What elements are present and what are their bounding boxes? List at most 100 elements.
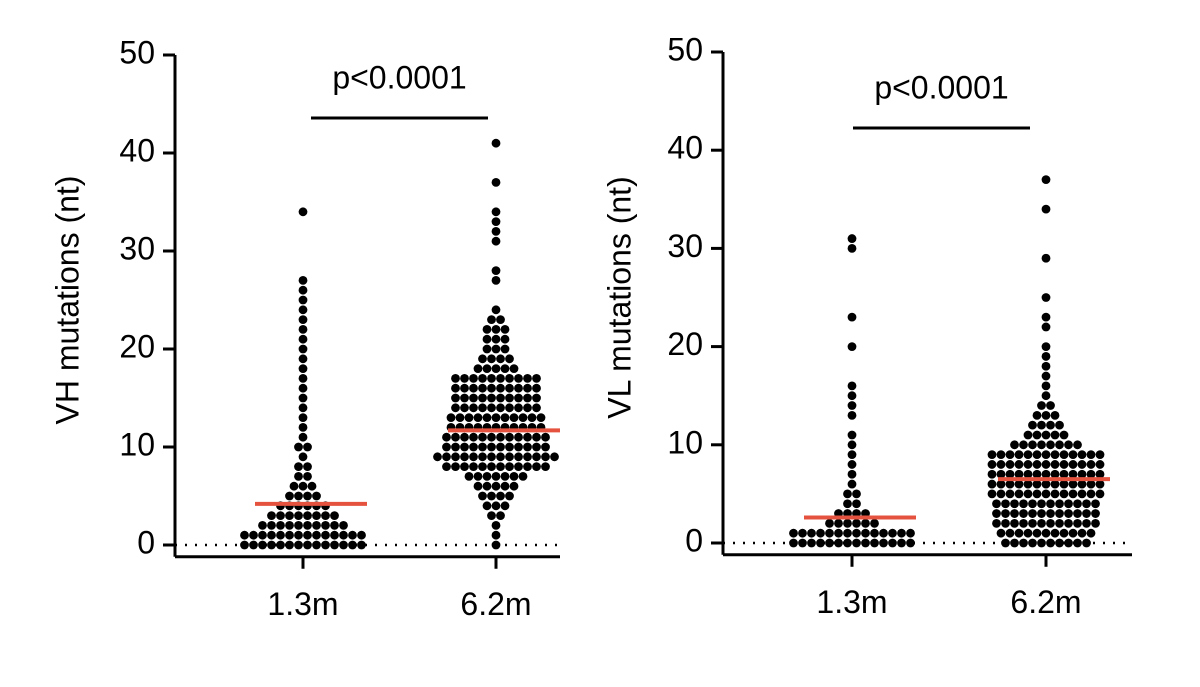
data-point [249, 540, 258, 550]
data-point [491, 364, 501, 373]
data-point [518, 413, 528, 422]
data-point [509, 481, 519, 491]
data-point [330, 540, 339, 550]
data-point [532, 432, 541, 442]
data-point [843, 528, 852, 538]
data-point [482, 334, 492, 344]
data-point [992, 518, 1001, 528]
data-point [523, 442, 532, 452]
data-point [1082, 499, 1091, 509]
data-point [303, 491, 312, 501]
data-point [500, 413, 510, 422]
data-point [1073, 518, 1082, 528]
data-point [1082, 538, 1091, 548]
data-point [496, 393, 505, 403]
data-point [1068, 528, 1078, 538]
data-point [451, 403, 460, 413]
data-point [294, 521, 303, 530]
data-point [1028, 499, 1037, 509]
data-point [487, 442, 496, 452]
data-point [469, 403, 478, 413]
data-point [1037, 509, 1046, 518]
data-point [491, 236, 501, 246]
data-point [1091, 509, 1100, 518]
data-point [825, 518, 834, 528]
data-point [478, 432, 487, 442]
data-point [987, 450, 997, 460]
data-point [258, 540, 267, 550]
data-point [1001, 499, 1010, 509]
data-point [1055, 440, 1064, 450]
data-point [294, 442, 303, 452]
data-point [1059, 489, 1069, 499]
data-point [500, 472, 510, 481]
data-point [807, 528, 816, 538]
data-point [298, 207, 308, 217]
data-point [312, 511, 321, 520]
data-point [1050, 460, 1060, 469]
data-point [843, 518, 852, 528]
data-point [1095, 489, 1105, 499]
data-point [1068, 450, 1078, 460]
data-point [1019, 499, 1028, 509]
data-point [1041, 371, 1051, 381]
data-point [303, 511, 312, 520]
data-point [298, 364, 308, 373]
data-point [1050, 410, 1060, 420]
data-point [487, 374, 496, 383]
data-point [487, 403, 496, 413]
data-point [1014, 450, 1024, 460]
data-point [550, 452, 559, 462]
data-point [532, 462, 541, 471]
data-point [518, 472, 528, 481]
data-point [870, 528, 879, 538]
data-point [1041, 469, 1051, 479]
data-point [491, 334, 501, 344]
data-point [1010, 538, 1019, 548]
data-point [514, 383, 523, 393]
data-point [1014, 469, 1024, 479]
data-point [1014, 479, 1024, 489]
data-point [298, 295, 308, 305]
data-point [491, 413, 501, 422]
data-point [1073, 509, 1082, 518]
data-point [482, 481, 492, 491]
data-point [1059, 528, 1069, 538]
data-point [500, 325, 510, 334]
data-point [1086, 450, 1096, 460]
data-point [798, 538, 807, 548]
data-point [1073, 538, 1082, 548]
data-point [1050, 479, 1060, 489]
data-point [303, 521, 312, 530]
data-point [496, 432, 505, 442]
data-point [330, 530, 339, 540]
data-point [541, 452, 550, 462]
data-point [1086, 469, 1096, 479]
data-point [482, 413, 492, 422]
data-point [816, 538, 825, 548]
data-point [1064, 518, 1073, 528]
data-point [514, 452, 523, 462]
data-point [1059, 479, 1069, 489]
data-point [847, 401, 857, 410]
data-point [478, 403, 487, 413]
data-point [1041, 361, 1051, 371]
data-point [1059, 460, 1069, 469]
data-point [852, 538, 861, 548]
data-point [491, 178, 501, 187]
data-point [491, 227, 501, 236]
data-point [870, 518, 879, 528]
data-point [1001, 518, 1010, 528]
x-tick-label: 6.2m [1010, 584, 1081, 620]
data-point [478, 374, 487, 383]
data-point [1005, 489, 1015, 499]
data-point [491, 325, 501, 334]
data-point [289, 481, 299, 491]
data-point [491, 266, 501, 275]
data-point [505, 354, 514, 364]
data-point [509, 413, 519, 422]
data-point [298, 334, 308, 344]
data-point [285, 511, 294, 520]
data-point [505, 442, 514, 452]
